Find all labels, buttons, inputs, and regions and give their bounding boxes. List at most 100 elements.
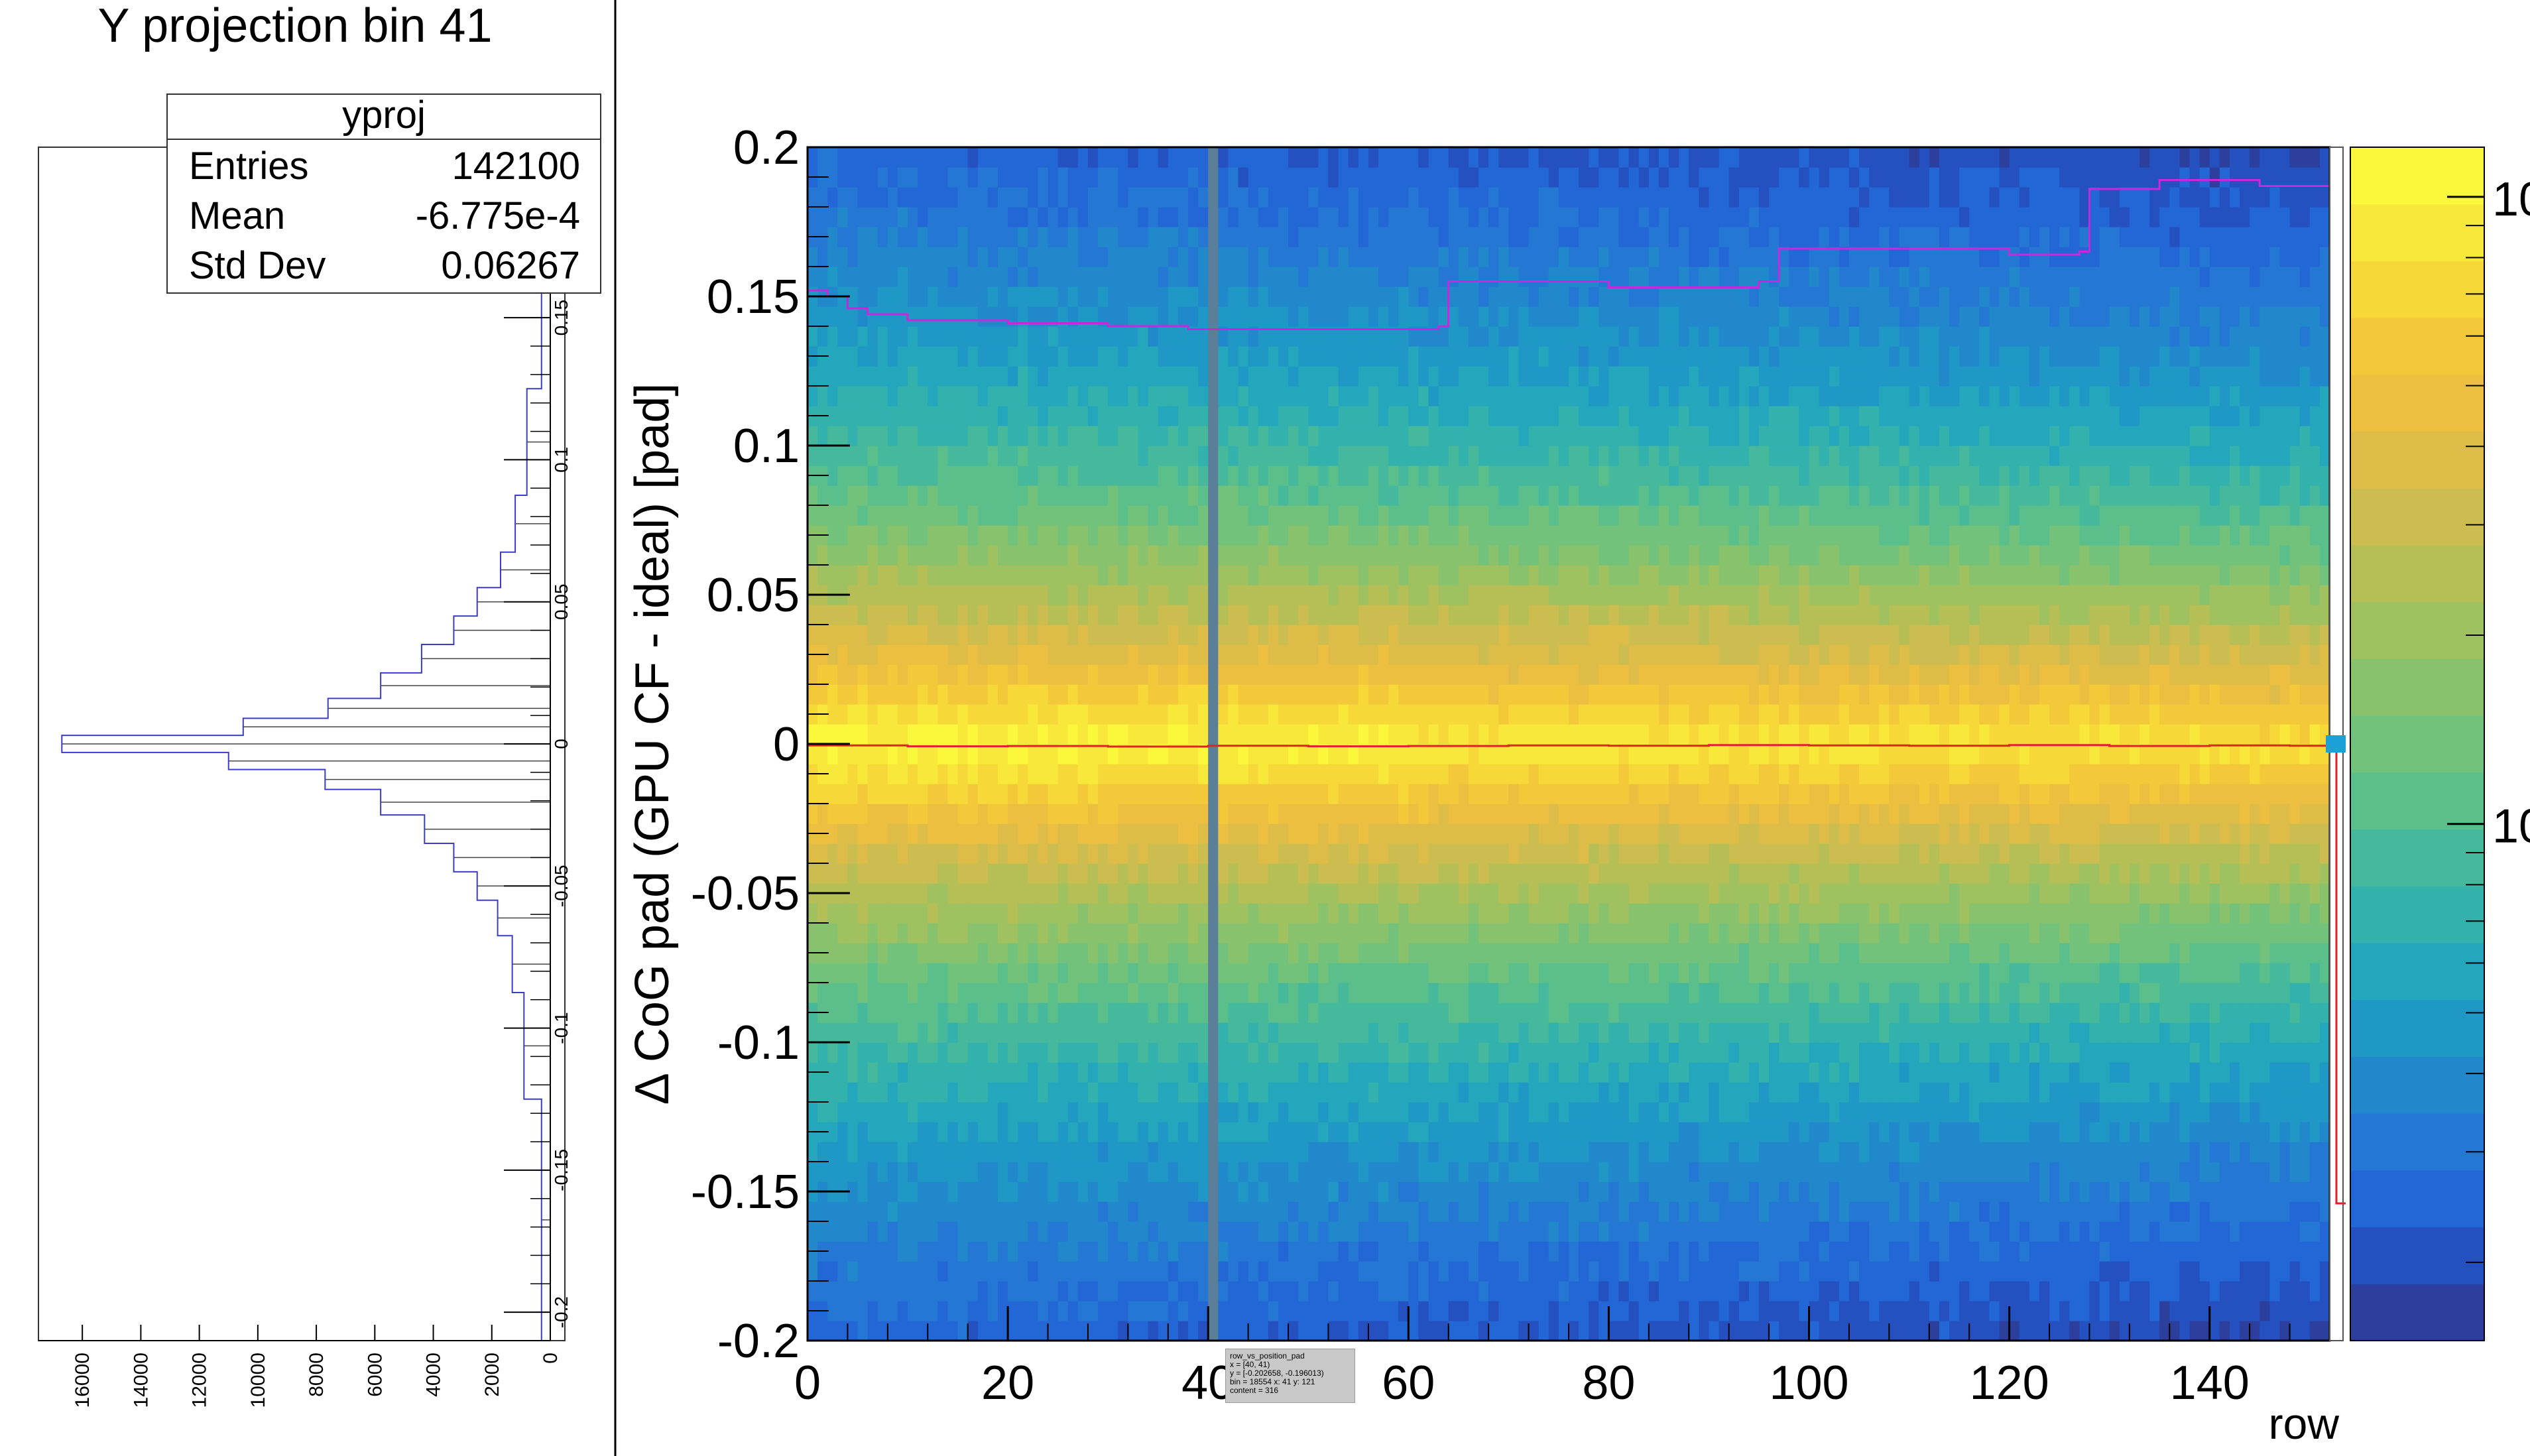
heatmap-cell <box>1428 167 1439 188</box>
heatmap-cell <box>1308 644 1319 665</box>
heatmap-cell <box>1458 585 1469 605</box>
heatmap-cell <box>1358 823 1369 844</box>
heatmap-cell <box>1368 565 1379 585</box>
heatmap-cell <box>1518 1301 1530 1321</box>
heatmap-cell <box>1579 1102 1589 1122</box>
heatmap-cell <box>1358 485 1369 506</box>
heatmap-cell <box>1008 1142 1018 1162</box>
heatmap-cell <box>1338 1142 1349 1162</box>
heatmap-cell <box>967 724 979 745</box>
heatmap-cell <box>1348 1261 1359 1282</box>
heatmap-cell <box>1348 804 1359 824</box>
heatmap-cell <box>1358 386 1369 406</box>
heatmap-cell <box>1108 664 1118 685</box>
heatmap-cell <box>1177 1122 1189 1142</box>
heatmap-cell <box>1518 625 1530 645</box>
heatmap-cell <box>1538 943 1549 963</box>
heatmap-cell <box>1188 1102 1199 1122</box>
heatmap-cell <box>1258 485 1269 506</box>
heatmap-cell <box>1298 1261 1309 1282</box>
heatmap-cell <box>1579 525 1589 546</box>
heatmap-cell <box>1618 1281 1630 1302</box>
heatmap-cell <box>1508 465 1520 486</box>
heatmap-cell <box>1258 605 1269 625</box>
heatmap-cell <box>947 1261 959 1282</box>
heatmap-cell <box>1087 446 1099 466</box>
heatmap-cell <box>1298 247 1309 267</box>
heatmap-cell <box>1298 505 1309 526</box>
heatmap-cell <box>998 545 1008 566</box>
heatmap-cell <box>1108 823 1118 844</box>
heatmap-cell <box>1188 1281 1199 1302</box>
heatmap-cell <box>1218 1082 1229 1103</box>
heatmap-cell <box>1508 1042 1520 1063</box>
heatmap-cell <box>1057 923 1069 943</box>
heatmap-cell <box>1028 1162 1039 1182</box>
heatmap-cell <box>1478 1142 1489 1162</box>
heatmap-cell <box>1608 684 1620 705</box>
heatmap-cell <box>977 903 989 924</box>
heatmap-cell <box>1428 545 1439 566</box>
heatmap-cell <box>1087 247 1099 267</box>
heatmap-cell <box>1067 585 1079 605</box>
heatmap-cell <box>808 426 818 446</box>
heatmap-cell <box>1308 1142 1319 1162</box>
heatmap-cell <box>1018 1162 1028 1182</box>
heatmap-cell <box>977 1102 989 1122</box>
heatmap-cell <box>1569 565 1579 585</box>
heatmap-cell <box>1268 863 1279 884</box>
heatmap-cell <box>1538 664 1549 685</box>
heatmap-cell <box>1518 1022 1530 1043</box>
heatmap-cell <box>1177 167 1189 188</box>
heatmap-cell <box>1018 983 1028 1003</box>
heatmap-cell <box>1598 465 1610 486</box>
heatmap-cell <box>1248 625 1259 645</box>
heatmap-cell <box>897 843 908 864</box>
heatmap-cell <box>1508 903 1520 924</box>
heatmap-cell <box>1488 1102 1499 1122</box>
heatmap-cell <box>1378 883 1389 904</box>
heatmap-cell <box>1108 1082 1118 1103</box>
heatmap-cell <box>1138 983 1149 1003</box>
heatmap-cell <box>908 644 918 665</box>
heatmap-cell <box>1618 286 1630 307</box>
heatmap-cell <box>1268 465 1279 486</box>
heatmap-cell <box>1138 1162 1149 1182</box>
heatmap-cell <box>998 804 1008 824</box>
heatmap-cell <box>1448 1321 1459 1341</box>
heatmap-cell <box>1598 963 1610 983</box>
heatmap-cell <box>1518 1221 1530 1242</box>
heatmap-cell <box>847 1281 859 1302</box>
heatmap-cell <box>1608 446 1620 466</box>
heatmap-cell <box>1468 883 1479 904</box>
heatmap-cell <box>1478 167 1489 188</box>
heatmap-cell <box>1558 903 1569 924</box>
heatmap-cell <box>1378 386 1389 406</box>
heatmap-cell <box>967 167 979 188</box>
heatmap-cell <box>1358 983 1369 1003</box>
heatmap-cell <box>1438 764 1449 784</box>
heatmap-cell <box>1488 585 1499 605</box>
heatmap-cell <box>1188 1182 1199 1202</box>
heatmap-cell <box>947 1221 959 1242</box>
heatmap-cell <box>1508 1102 1520 1122</box>
heatmap-cell <box>1238 386 1249 406</box>
heatmap-cell <box>1418 1142 1429 1162</box>
heatmap-cell <box>1498 406 1509 426</box>
heatmap-cell <box>1518 227 1530 247</box>
heatmap-cell <box>1569 1142 1579 1162</box>
heatmap-cell <box>887 1142 898 1162</box>
heatmap-cell <box>1087 485 1099 506</box>
heatmap-cell <box>1077 1142 1089 1162</box>
heatmap-cell <box>1408 923 1419 943</box>
heatmap-cell <box>1618 1062 1630 1083</box>
heatmap-cell <box>918 1062 928 1083</box>
heatmap-cell <box>857 684 869 705</box>
heatmap-cell <box>1408 903 1419 924</box>
heatmap-cell <box>918 1261 928 1282</box>
heatmap-cell <box>1569 684 1579 705</box>
heatmap-cell <box>1057 446 1069 466</box>
heatmap-cell <box>1198 784 1209 804</box>
heatmap-cell <box>1358 525 1369 546</box>
